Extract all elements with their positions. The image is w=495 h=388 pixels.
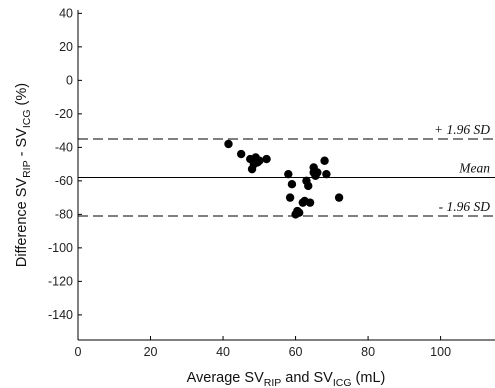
y-tick-label: -100	[48, 241, 73, 255]
y-tick-label: -40	[55, 140, 73, 154]
data-point	[305, 198, 315, 207]
reference-lines: + 1.96 SD Mean - 1.96 SD	[78, 122, 495, 217]
data-point	[294, 208, 304, 217]
x-tick-label: 0	[75, 345, 82, 359]
y-tick-label: -120	[48, 274, 73, 288]
x-tick-label: 20	[144, 345, 158, 359]
y-ticks: 40 20 0 -20 -40 -60 -80 -100 -120 -140	[48, 6, 82, 322]
upper_loa-label: + 1.96 SD	[434, 122, 490, 137]
y-tick-label: -60	[55, 174, 73, 188]
x-axis-title: Average SVRIP and SVICG (mL)	[187, 370, 386, 388]
x-tick-label: 80	[361, 345, 375, 359]
x-ticks: 0 20 40 60 80 100	[75, 336, 451, 359]
data-point	[262, 154, 271, 164]
y-tick-label: 0	[66, 73, 73, 87]
y-tick-label: 40	[59, 6, 73, 20]
data-point	[322, 169, 331, 179]
data-point	[304, 181, 313, 191]
data-point	[255, 156, 264, 165]
data-point	[320, 156, 329, 165]
x-tick-label: 100	[430, 345, 451, 359]
lower_loa-label: - 1.96 SD	[439, 199, 491, 214]
data-point	[284, 169, 293, 179]
y-tick-label: 20	[59, 40, 73, 54]
data-point	[285, 193, 295, 202]
data-points	[224, 139, 344, 219]
y-axis-title: Difference SVRIP - SVICG (%)	[14, 83, 33, 267]
data-point	[313, 168, 322, 177]
data-point	[236, 149, 246, 159]
x-tick-label: 40	[216, 345, 230, 359]
data-point	[287, 180, 297, 189]
mean-label: Mean	[458, 161, 490, 176]
data-point	[224, 139, 233, 149]
data-point	[334, 193, 344, 202]
y-tick-label: -80	[55, 207, 73, 221]
x-tick-label: 60	[289, 345, 303, 359]
y-tick-label: -20	[55, 107, 73, 121]
y-tick-label: -140	[48, 308, 73, 322]
